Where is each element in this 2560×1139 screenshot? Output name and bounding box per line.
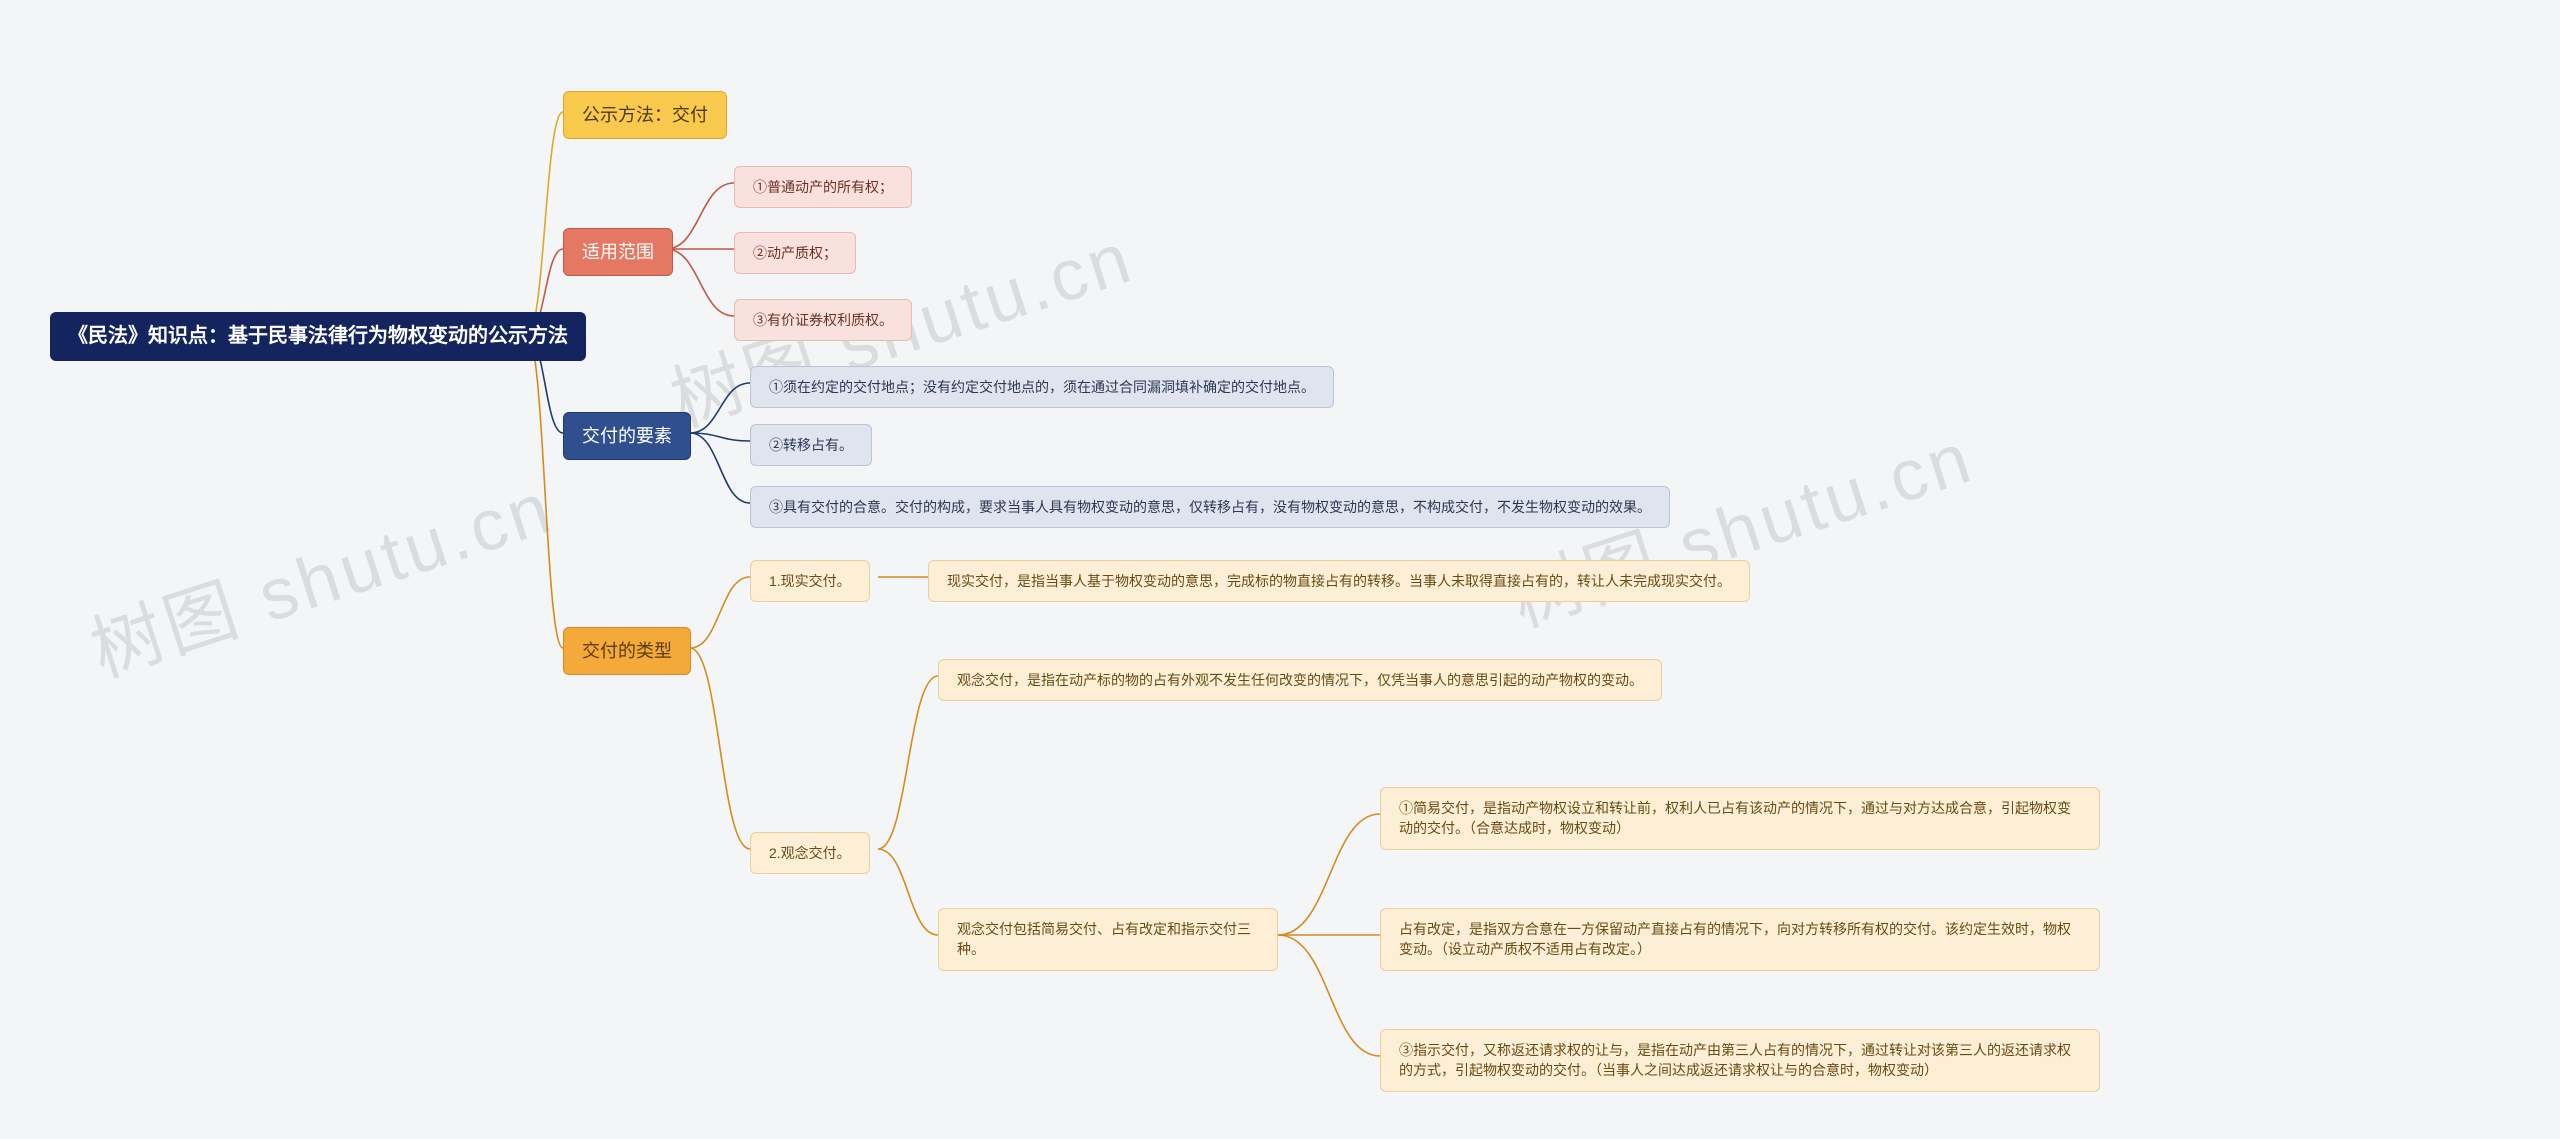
scope-item-1: ①普通动产的所有权； bbox=[734, 166, 912, 208]
elements-item-1: ①须在约定的交付地点；没有约定交付地点的，须在通过合同漏洞填补确定的交付地点。 bbox=[750, 366, 1334, 408]
root-label: 《民法》知识点：基于民事法律行为物权变动的公示方法 bbox=[68, 325, 568, 347]
scope-item-3: ③有价证券权利质权。 bbox=[734, 299, 912, 341]
node-label: 交付的类型 bbox=[582, 641, 672, 661]
kind-possession-reform: 占有改定，是指双方合意在一方保留动产直接占有的情况下，向对方转移所有权的交付。该… bbox=[1380, 908, 2100, 971]
scope-item-2: ②动产质权； bbox=[734, 232, 856, 274]
conceptual-desc: 观念交付，是指在动产标的物的占有外观不发生任何改变的情况下，仅凭当事人的意思引起… bbox=[938, 659, 1662, 701]
node-label: 适用范围 bbox=[582, 242, 654, 262]
node-label: ②动产质权； bbox=[753, 245, 837, 261]
elements-item-2: ②转移占有。 bbox=[750, 424, 872, 466]
branch-types: 交付的类型 bbox=[563, 627, 691, 675]
type-conceptual-delivery: 2.观念交付。 bbox=[750, 832, 870, 874]
type-real-delivery-desc: 现实交付，是指当事人基于物权变动的意思，完成标的物直接占有的转移。当事人未取得直… bbox=[928, 560, 1750, 602]
node-label: 2.观念交付。 bbox=[769, 845, 851, 861]
node-label: ①须在约定的交付地点；没有约定交付地点的，须在通过合同漏洞填补确定的交付地点。 bbox=[769, 379, 1315, 395]
node-label: ①简易交付，是指动产物权设立和转让前，权利人已占有该动产的情况下，通过与对方达成… bbox=[1399, 800, 2071, 836]
elements-item-3: ③具有交付的合意。交付的构成，要求当事人具有物权变动的意思，仅转移占有，没有物权… bbox=[750, 486, 1670, 528]
kind-simple-delivery: ①简易交付，是指动产物权设立和转让前，权利人已占有该动产的情况下，通过与对方达成… bbox=[1380, 787, 2100, 850]
kind-instruction-delivery: ③指示交付，又称返还请求权的让与，是指在动产由第三人占有的情况下，通过转让对该第… bbox=[1380, 1029, 2100, 1092]
node-label: 交付的要素 bbox=[582, 426, 672, 446]
branch-elements: 交付的要素 bbox=[563, 412, 691, 460]
watermark-text: 树图 shutu.cn bbox=[76, 448, 565, 696]
node-label: 公示方法：交付 bbox=[582, 105, 708, 125]
node-label: ②转移占有。 bbox=[769, 437, 853, 453]
node-label: 现实交付，是指当事人基于物权变动的意思，完成标的物直接占有的转移。当事人未取得直… bbox=[947, 573, 1731, 589]
root-node: 《民法》知识点：基于民事法律行为物权变动的公示方法 bbox=[50, 312, 586, 361]
node-label: 占有改定，是指双方合意在一方保留动产直接占有的情况下，向对方转移所有权的交付。该… bbox=[1399, 921, 2071, 957]
type-real-delivery: 1.现实交付。 bbox=[750, 560, 870, 602]
node-label: ①普通动产的所有权； bbox=[753, 179, 893, 195]
branch-publicity-method: 公示方法：交付 bbox=[563, 91, 727, 139]
node-label: 观念交付包括简易交付、占有改定和指示交付三种。 bbox=[957, 921, 1251, 957]
node-label: ③具有交付的合意。交付的构成，要求当事人具有物权变动的意思，仅转移占有，没有物权… bbox=[769, 499, 1651, 515]
node-label: ③有价证券权利质权。 bbox=[753, 312, 893, 328]
node-label: 观念交付，是指在动产标的物的占有外观不发生任何改变的情况下，仅凭当事人的意思引起… bbox=[957, 672, 1643, 688]
node-label: 1.现实交付。 bbox=[769, 573, 851, 589]
node-label: ③指示交付，又称返还请求权的让与，是指在动产由第三人占有的情况下，通过转让对该第… bbox=[1399, 1042, 2071, 1078]
conceptual-kinds: 观念交付包括简易交付、占有改定和指示交付三种。 bbox=[938, 908, 1278, 971]
branch-scope: 适用范围 bbox=[563, 228, 673, 276]
